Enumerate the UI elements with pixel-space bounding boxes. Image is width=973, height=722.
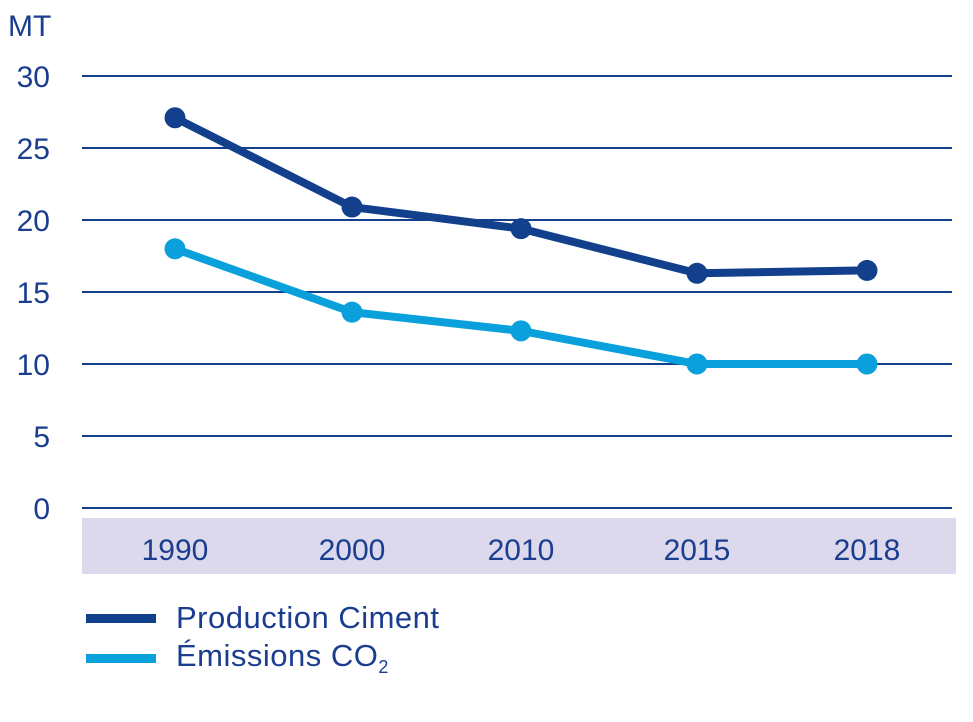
data-point-1-1990: [164, 238, 186, 260]
x-axis-ticks: 1990 2000 2010 2015 2018: [142, 534, 901, 567]
data-point-0-2000: [341, 196, 363, 218]
x-tick-label-2010: 2010: [488, 534, 555, 567]
legend-label-emissions-subscript: 2: [378, 657, 389, 678]
category-band: [82, 518, 956, 574]
x-tick-label-1990: 1990: [142, 534, 209, 567]
x-tick-label-2018: 2018: [834, 534, 901, 567]
data-point-1-2000: [341, 301, 363, 323]
y-tick-label-25: 25: [17, 133, 50, 166]
series-group: [164, 107, 878, 375]
y-tick-label-0: 0: [33, 493, 50, 526]
data-point-1-2015: [686, 353, 708, 375]
data-point-0-1990: [164, 107, 186, 129]
data-point-0-2015: [686, 262, 708, 284]
data-point-0-2010: [510, 218, 532, 240]
line-chart: MT 0 5 10 15 20 25 30 1990 2000 2010 2015 2018: [8, 10, 956, 574]
data-point-1-2018: [856, 353, 878, 375]
x-tick-label-2015: 2015: [664, 534, 731, 567]
legend-swatch-production: [86, 613, 156, 623]
legend-item-production: Production Ciment: [86, 598, 440, 638]
y-axis-unit-label: MT: [8, 10, 51, 43]
data-point-0-2018: [856, 259, 878, 281]
y-tick-label-20: 20: [17, 205, 50, 238]
x-tick-label-2000: 2000: [319, 534, 386, 567]
y-tick-label-5: 5: [33, 421, 50, 454]
legend-label-production: Production Ciment: [176, 600, 440, 635]
data-point-1-2010: [510, 320, 532, 342]
legend-label-emissions-text: Émissions CO: [176, 637, 379, 673]
series-line-0: [171, 113, 871, 278]
legend: Production Ciment Émissions CO2: [86, 598, 440, 678]
y-tick-label-10: 10: [17, 349, 50, 382]
y-tick-label-30: 30: [17, 61, 50, 94]
y-tick-label-15: 15: [17, 277, 50, 310]
legend-label-emissions: Émissions CO2: [176, 638, 389, 678]
legend-swatch-emissions: [86, 653, 156, 663]
series-line-1: [171, 244, 871, 368]
legend-item-emissions: Émissions CO2: [86, 638, 440, 678]
y-axis-ticks: 0 5 10 15 20 25 30: [17, 61, 50, 526]
